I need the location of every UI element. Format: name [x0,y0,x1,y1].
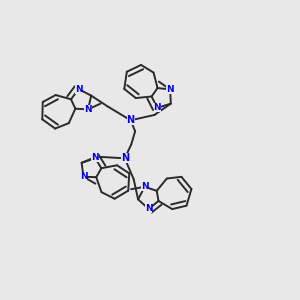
Text: N: N [80,172,87,181]
Text: N: N [75,85,83,94]
Text: N: N [154,103,161,112]
Text: N: N [127,115,135,125]
Text: N: N [145,204,152,213]
Text: N: N [167,85,174,94]
Text: N: N [141,182,148,191]
Text: N: N [121,153,129,163]
Text: N: N [91,153,98,162]
Text: N: N [84,105,92,114]
